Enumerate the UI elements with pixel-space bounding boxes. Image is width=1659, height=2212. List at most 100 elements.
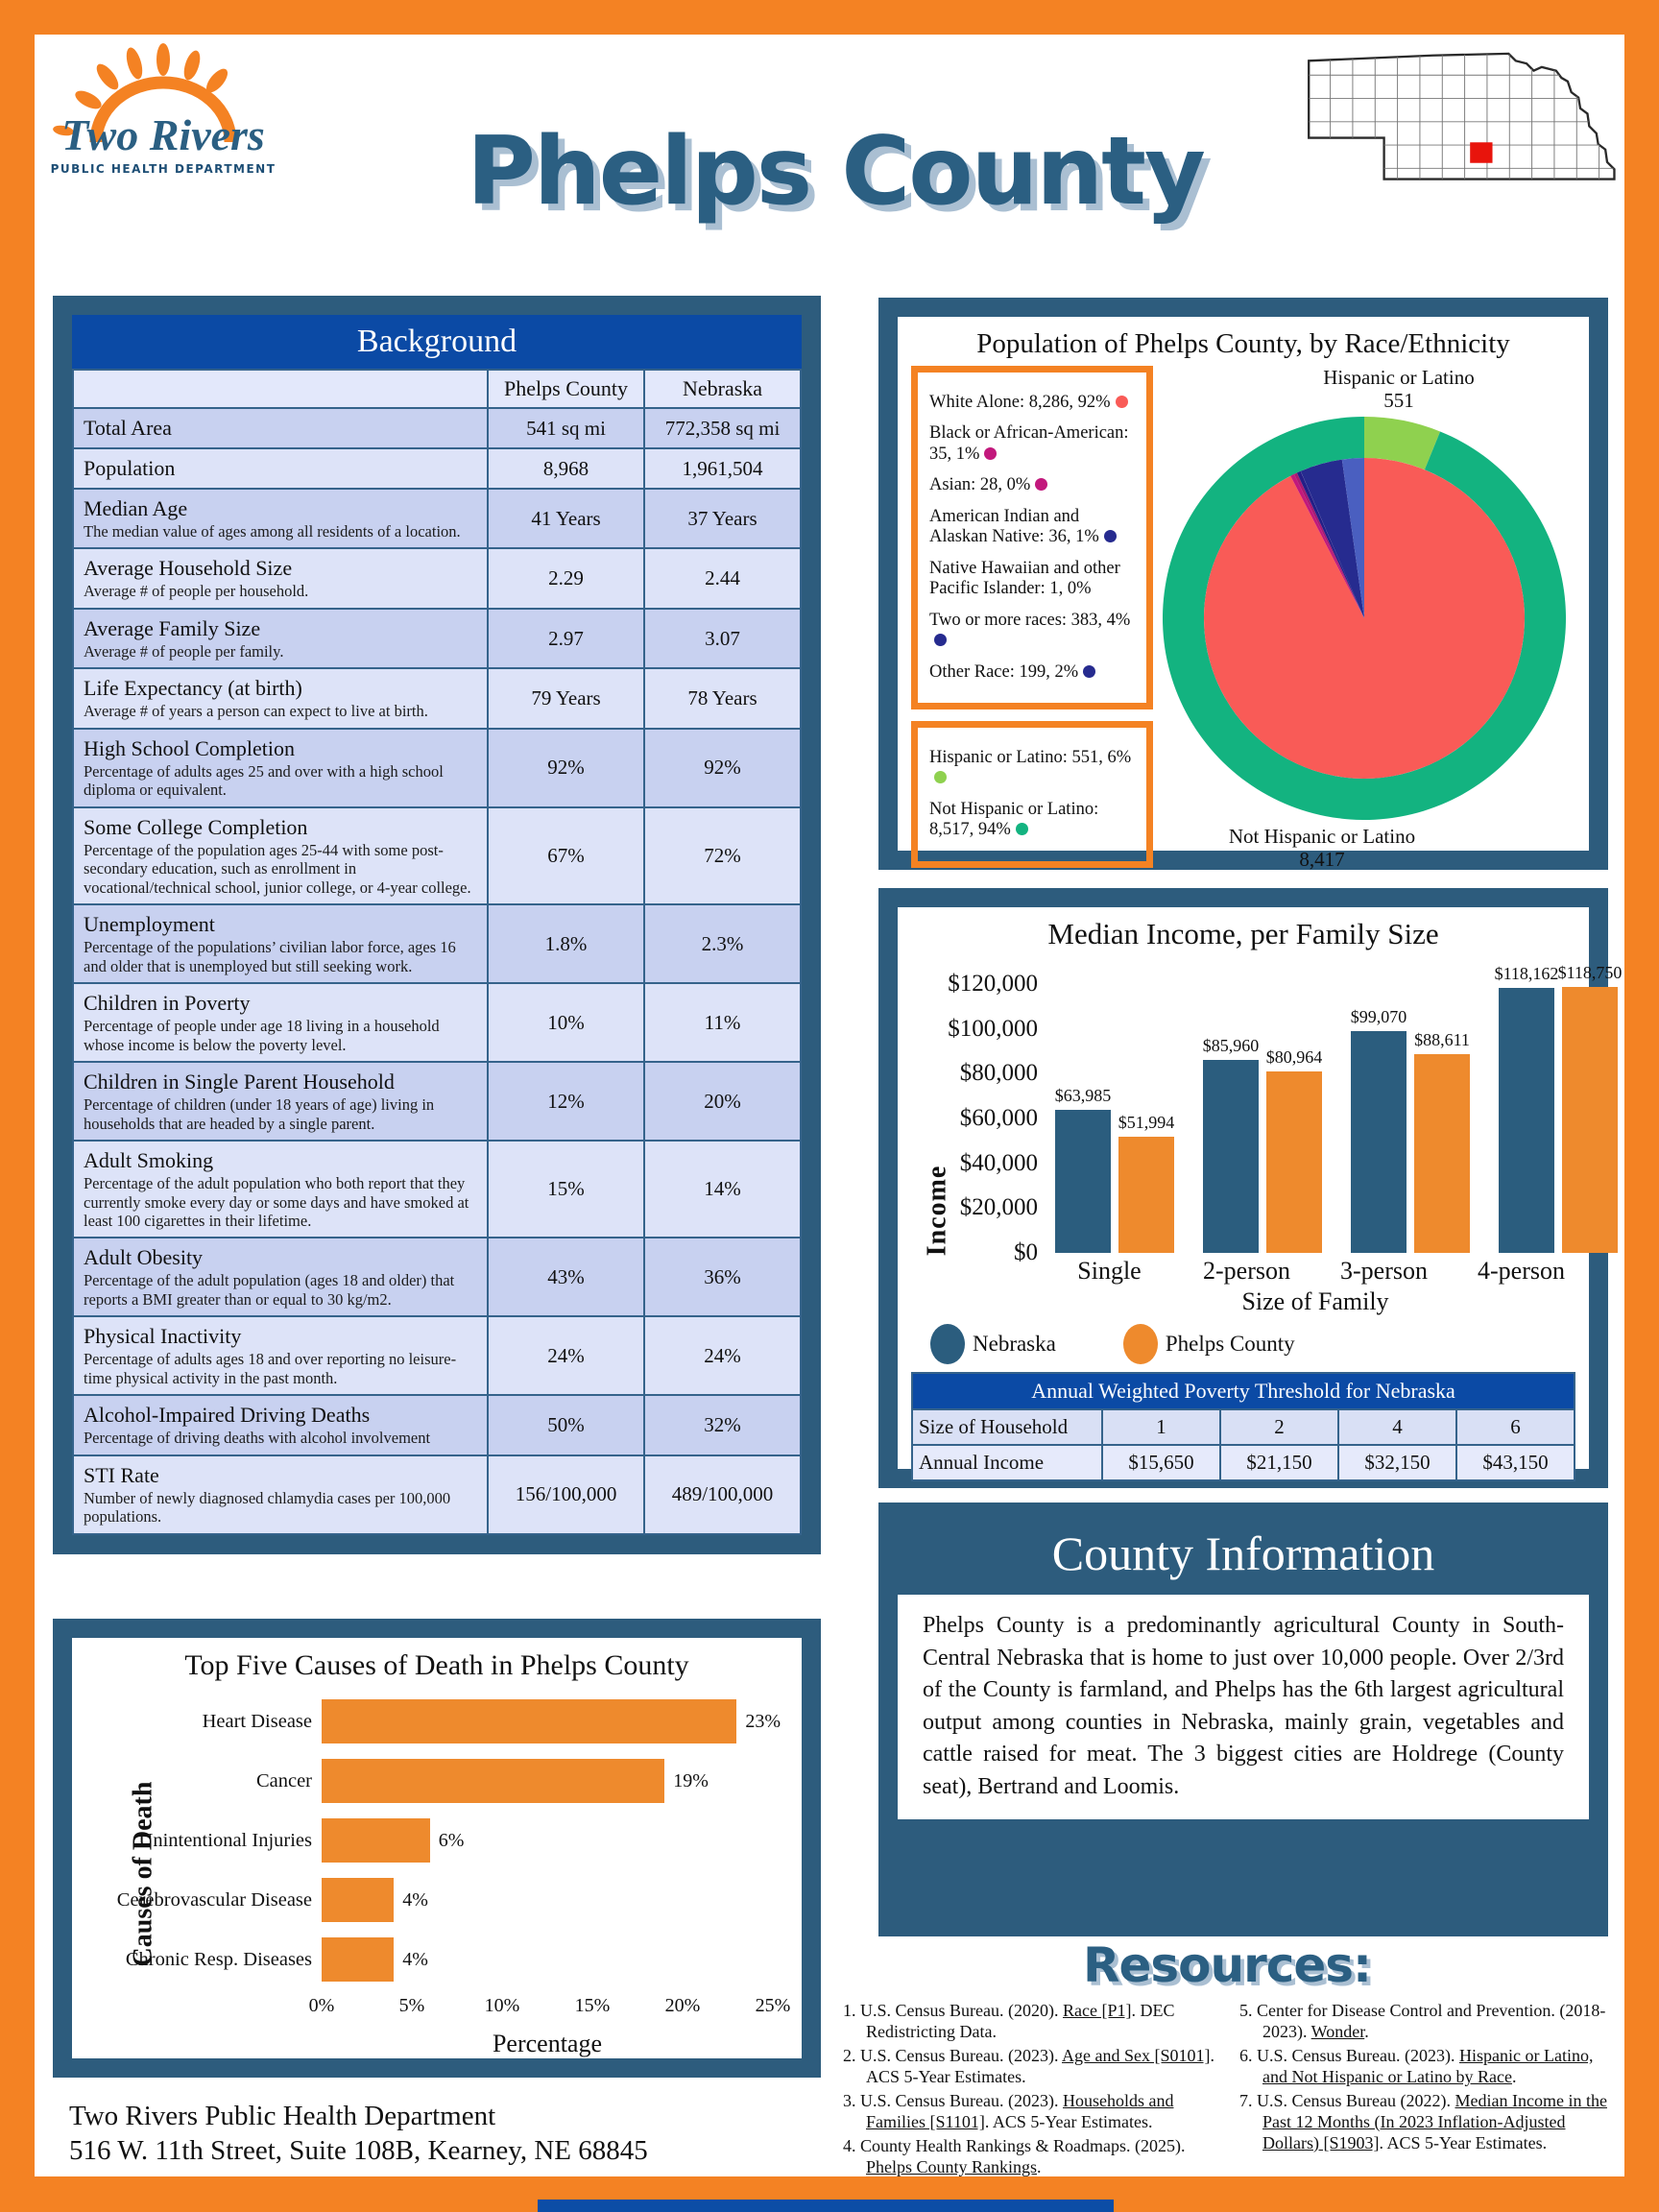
metric-desc: Percentage of adults ages 18 and over re… [84, 1350, 457, 1387]
phelps-value: 1.8% [487, 903, 646, 985]
table-row: Population 8,968 1,961,504 [71, 447, 802, 490]
logo-subtitle: PUBLIC HEALTH DEPARTMENT [51, 162, 276, 176]
x-tick-label: 15% [574, 1995, 611, 2016]
race-ethnicity-panel: Population of Phelps County, by Race/Eth… [878, 298, 1608, 871]
causes-x-axis-label: Percentage [492, 2030, 603, 2057]
footer-address: Two Rivers Public Health Department 516 … [69, 2099, 648, 2169]
citation-link: Wonder [1310, 2021, 1365, 2041]
nebraska-column-header: Nebraska [643, 369, 802, 409]
metric-label: Population [84, 456, 176, 480]
metric-desc: Percentage of the populations’ civilian … [84, 938, 456, 975]
nebraska-value: 36% [643, 1237, 802, 1318]
bar-value-label: 4% [402, 1888, 428, 1911]
county-information-title: County Information [1051, 1527, 1435, 1580]
phelps-value: 79 Years [487, 667, 646, 730]
citation: 4. County Health Rankings & Roadmaps. (2… [843, 2135, 1186, 2176]
y-tick-label: $120,000 [948, 971, 1038, 997]
bar-group: $99,070 $88,611 [1351, 1007, 1470, 1253]
legend-label: Other Race: 199, 2% [929, 661, 1079, 682]
legend-label: Black or African-American: 35, 1% [929, 423, 1129, 464]
metric-desc: Average # of years a person can expect t… [84, 702, 428, 721]
income-legend: Nebraska Phelps County [930, 1324, 1575, 1364]
pie-slice [1341, 458, 1364, 619]
x-category-label: 3-person [1340, 1257, 1428, 1285]
metric-desc: Percentage of the adult population who b… [84, 1174, 469, 1230]
causes-of-death-panel: Top Five Causes of Death in Phelps Count… [53, 1619, 821, 2078]
legend-dot [934, 771, 947, 784]
nebraska-value: 2.3% [643, 903, 802, 985]
table-header-row: Phelps County Nebraska [71, 369, 802, 409]
nebraska-value: 92% [643, 727, 802, 808]
table-row: Size of Household 1 2 4 6 [911, 1408, 1575, 1446]
legend-marker [930, 1324, 965, 1364]
metric-label: STI Rate [84, 1462, 159, 1487]
nebraska-value: 489/100,000 [643, 1454, 802, 1535]
category-label: Cancer [255, 1769, 312, 1791]
nebraska-value: 2.44 [643, 547, 802, 610]
citation-link: Hispanic or Latino, and Not Hispanic or … [1262, 2045, 1594, 2086]
pie-ring-segment [1364, 417, 1441, 470]
table-row: Life Expectancy (at birth) Average # of y… [71, 667, 802, 730]
legend-item: Asian: 28, 0% [929, 475, 1135, 495]
income-chart-title: Median Income, per Family Size [1047, 917, 1439, 950]
race-legend-box: White Alone: 8,286, 92% Black or African-… [911, 366, 1153, 709]
citation-link: Race [P1] [1062, 2001, 1132, 2020]
bar-value-label: $63,985 [1054, 1085, 1112, 1105]
metric-cell: Life Expectancy (at birth) Average # of y… [71, 667, 490, 730]
pie-slice [1290, 474, 1364, 619]
metric-desc: Average # of people per household. [84, 582, 309, 601]
metric-label: Average Family Size [84, 615, 261, 640]
nebraska-value: 1,961,504 [643, 447, 802, 490]
phelps-value: 50% [487, 1394, 646, 1456]
legend-dot [1115, 396, 1128, 408]
bar-track: 4% [322, 1937, 792, 1982]
phelps-county-bar: $88,611 [1414, 1030, 1470, 1253]
chart-row: Heart Disease 23% [82, 1692, 792, 1751]
citation-number: 6. [1239, 2045, 1257, 2065]
category-label: Unintentional Injuries [138, 1829, 312, 1851]
phelps-county-bar: $51,994 [1118, 1113, 1174, 1253]
legend-label: Asian: 28, 0% [929, 475, 1031, 495]
phelps-value: 2.97 [487, 607, 646, 670]
citation-link: Phelps County Rankings [866, 2156, 1038, 2176]
phelps-value: 12% [487, 1061, 646, 1142]
causes-chart-title: Top Five Causes of Death in Phelps Count… [184, 1649, 689, 1681]
logo-name: Two Rivers [61, 110, 265, 159]
metric-cell: Some College Completion Percentage of the… [71, 805, 490, 906]
legend-label: Not Hispanic or Latino: 8,517, 94% [929, 799, 1099, 840]
citation-link: Median Income in the Past 12 Months (In … [1262, 2090, 1607, 2152]
phelps-value: 92% [487, 727, 646, 808]
nebraska-value: 72% [643, 805, 802, 906]
table-row: Adult Obesity Percentage of the adult pop… [71, 1237, 802, 1318]
poverty-table-title: Annual Weighted Poverty Threshold for Ne… [911, 1372, 1575, 1408]
metric-label: Unemployment [84, 912, 215, 937]
legend-item: American Indian and Alaskan Native: 36, … [929, 507, 1135, 548]
citation: 3. U.S. Census Bureau. (2023). Household… [843, 2090, 1174, 2131]
table-row: Unemployment Percentage of the population… [71, 903, 802, 985]
pie-callout-top: Hispanic or Latino 551 [1323, 366, 1475, 413]
legend-item: Two or more races: 383, 4% [929, 611, 1135, 652]
metric-cell: Children in Single Parent Household Perce… [71, 1061, 490, 1142]
table-row: Annual Income $15,650 $21,150 $32,150 $43,15… [911, 1444, 1575, 1481]
nebraska-bar: $85,960 [1203, 1036, 1259, 1253]
legend-dot [984, 446, 998, 460]
bar-value-label: 19% [673, 1769, 709, 1791]
state-outline [1308, 52, 1616, 180]
bar-value-label: $80,964 [1265, 1047, 1323, 1068]
background-panel: Background Phelps County Nebraska Total … [53, 296, 821, 1554]
metric-label: Adult Smoking [84, 1148, 214, 1173]
citation-number: 1. [843, 2001, 860, 2020]
table-cell: $15,650 [1101, 1444, 1221, 1481]
nebraska-value: 11% [643, 982, 802, 1064]
table-row: Physical Inactivity Percentage of adults … [71, 1315, 802, 1397]
nebraska-value: 14% [643, 1140, 802, 1239]
metric-desc: Percentage of driving deaths with alcoho… [84, 1429, 431, 1448]
page-title: Phelps County [467, 117, 1206, 227]
resources-title: Resources: [1082, 1937, 1372, 1993]
nebraska-bar: $63,985 [1055, 1086, 1111, 1253]
causes-x-axis: 0% 5% 10% 15% 20% 25% [309, 1995, 791, 2024]
phelps-column-header: Phelps County [487, 369, 646, 409]
footer-street-address: 516 W. 11th Street, Suite 108B, Kearney,… [69, 2135, 648, 2167]
category-label: Heart Disease [202, 1710, 312, 1732]
metric-cell: Average Family Size Average # of people p… [71, 607, 490, 670]
